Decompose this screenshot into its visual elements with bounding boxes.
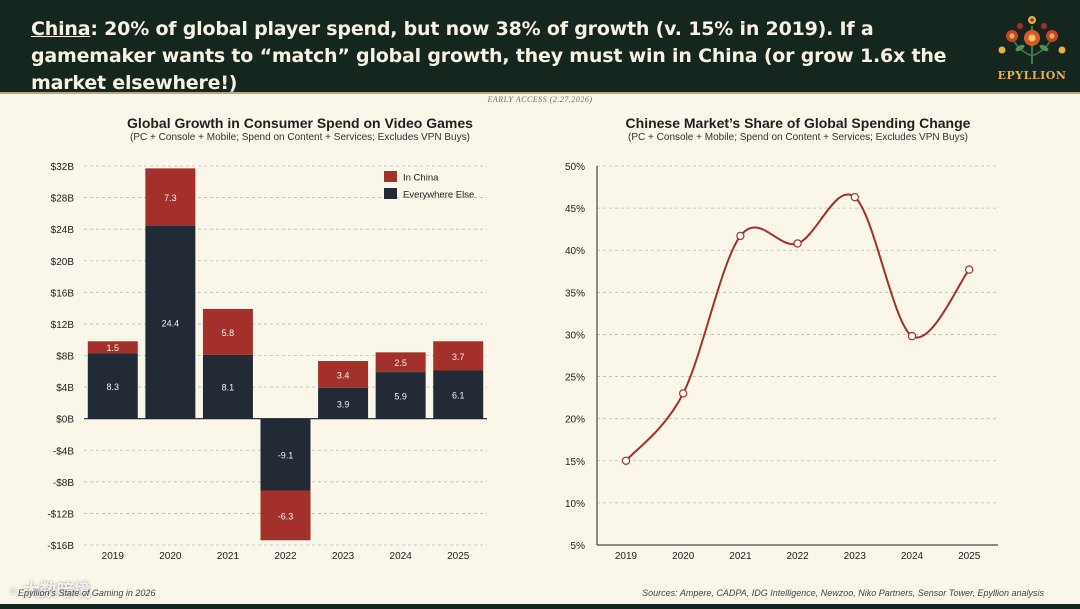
line-y-tick-label: 15% xyxy=(565,457,585,468)
bar-in-china-2025 xyxy=(433,341,484,371)
bar-y-tick-label: $32B xyxy=(51,162,75,173)
line-y-tick-label: 35% xyxy=(565,288,585,299)
right-chart-title: Chinese Market’s Share of Global Spendin… xyxy=(625,115,971,131)
right-chart-subtitle: (PC + Console + Mobile; Spend on Content… xyxy=(628,132,968,143)
bar-y-tick-label: $12B xyxy=(51,320,75,331)
line-y-tick-label: 10% xyxy=(565,499,585,510)
epyllion-logo xyxy=(998,16,1066,64)
legend-label-in-china: In China xyxy=(403,173,439,184)
bar-label-in-china: 3.4 xyxy=(337,370,350,380)
bar-y-tick-label: -$16B xyxy=(47,541,74,552)
bar-in-china-2024 xyxy=(375,352,426,373)
bar-everywhere-else-2024 xyxy=(375,372,426,419)
bar-in-china-2022 xyxy=(260,490,311,541)
footer-sources: Sources: Ampere, CADPA, IDG Intelligence… xyxy=(642,588,1044,598)
bar-everywhere-else-2021 xyxy=(202,354,253,419)
bar-label-in-china: 5.8 xyxy=(222,328,235,338)
bar-in-china-2023 xyxy=(318,361,369,388)
left-chart-title: Global Growth in Consumer Spend on Video… xyxy=(127,115,473,131)
bar-y-tick-label: -$12B xyxy=(47,509,74,520)
line-point-2023 xyxy=(850,192,860,202)
bar-y-tick-label: $8B xyxy=(56,352,74,363)
bar-everywhere-else-2023 xyxy=(318,387,369,419)
bar-x-tick-label: 2025 xyxy=(447,551,470,562)
bar-y-tick-label: $4B xyxy=(56,383,74,394)
bar-everywhere-else-2019 xyxy=(87,353,138,419)
bar-label-in-china: 3.7 xyxy=(452,352,465,362)
watermark: ⚪ 大数暗境 xyxy=(8,576,91,601)
bar-label-everywhere-else: 5.9 xyxy=(394,391,407,401)
bottom-bar xyxy=(0,604,1080,609)
bar-y-tick-label: -$4B xyxy=(53,446,74,457)
bar-label-everywhere-else: 3.9 xyxy=(337,399,350,409)
bar-y-tick-label: $0B xyxy=(56,415,74,426)
line-point-2019 xyxy=(621,456,631,465)
bar-y-tick-label: $24B xyxy=(51,225,75,236)
legend-swatch-in-china xyxy=(384,171,397,182)
headline-china: China xyxy=(31,18,91,40)
bar-x-tick-label: 2020 xyxy=(159,551,182,562)
header-banner: China: 20% of global player spend, but n… xyxy=(0,0,1080,94)
line-x-tick-label: 2022 xyxy=(786,551,809,562)
early-access-note: EARLY ACCESS (2.27.2026) xyxy=(487,95,593,104)
bar-in-china-2020 xyxy=(145,168,196,227)
footer-left: Epyllion’s State of Gaming in 2026 xyxy=(18,588,156,598)
line-y-tick-label: 5% xyxy=(571,541,586,552)
brand-name: EPYLLION xyxy=(997,69,1067,82)
line-point-2022 xyxy=(793,239,802,248)
line-point-2025 xyxy=(965,265,974,274)
line-x-tick-label: 2019 xyxy=(615,551,638,562)
bar-everywhere-else-2022 xyxy=(260,418,311,491)
bar-x-tick-label: 2019 xyxy=(102,551,125,562)
line-y-tick-label: 40% xyxy=(565,246,585,257)
bar-in-china-2019 xyxy=(87,341,138,354)
line-x-tick-label: 2024 xyxy=(901,551,924,562)
headline: China: 20% of global player spend, but n… xyxy=(31,16,1001,97)
bar-everywhere-else-2020 xyxy=(145,226,196,419)
bar-y-tick-label: $28B xyxy=(51,194,75,205)
line-x-tick-label: 2020 xyxy=(672,551,695,562)
line-point-2024 xyxy=(907,331,917,341)
bar-label-in-china: 2.5 xyxy=(394,358,407,368)
floral-logo-icon xyxy=(998,16,1066,64)
line-y-tick-label: 45% xyxy=(565,204,585,215)
bar-in-china-2021 xyxy=(202,308,253,355)
watermark-text: 大数暗境 xyxy=(22,581,91,601)
bar-x-tick-label: 2021 xyxy=(217,551,240,562)
legend-swatch-everywhere-else xyxy=(384,188,397,199)
bar-label-everywhere-else: 6.1 xyxy=(452,391,465,401)
line-point-2020 xyxy=(679,389,688,398)
bar-label-in-china: -6.3 xyxy=(278,511,294,521)
line-y-tick-label: 20% xyxy=(565,415,585,426)
line-y-tick-label: 50% xyxy=(565,162,585,173)
bar-x-tick-label: 2022 xyxy=(274,551,297,562)
bar-label-everywhere-else: -9.1 xyxy=(278,451,294,461)
bar-y-tick-label: -$8B xyxy=(53,478,74,489)
left-chart-subtitle: (PC + Console + Mobile; Spend on Content… xyxy=(130,132,470,143)
line-y-tick-label: 25% xyxy=(565,373,585,384)
bar-x-tick-label: 2023 xyxy=(332,551,355,562)
headline-text: : 20% of global player spend, but now 38… xyxy=(31,18,947,94)
bar-y-tick-label: $16B xyxy=(51,288,75,299)
china-share-line xyxy=(625,193,970,462)
bar-x-tick-label: 2024 xyxy=(390,551,413,562)
bar-everywhere-else-2025 xyxy=(433,370,484,419)
legend-label-everywhere-else: Everywhere Else xyxy=(403,190,474,201)
bar-y-tick-label: $20B xyxy=(51,257,75,268)
bar-label-everywhere-else: 8.1 xyxy=(222,383,235,393)
bar-label-everywhere-else: 24.4 xyxy=(162,318,180,328)
bar-label-in-china: 7.3 xyxy=(164,193,177,203)
line-y-tick-label: 30% xyxy=(565,330,585,341)
watermark-logo-icon: ⚪ xyxy=(8,585,19,600)
line-point-2021 xyxy=(736,231,745,241)
line-x-tick-label: 2021 xyxy=(729,551,752,562)
line-x-tick-label: 2025 xyxy=(958,551,981,562)
bar-label-everywhere-else: 8.3 xyxy=(107,382,120,392)
bar-label-in-china: 1.5 xyxy=(107,343,120,353)
line-x-tick-label: 2023 xyxy=(844,551,867,562)
